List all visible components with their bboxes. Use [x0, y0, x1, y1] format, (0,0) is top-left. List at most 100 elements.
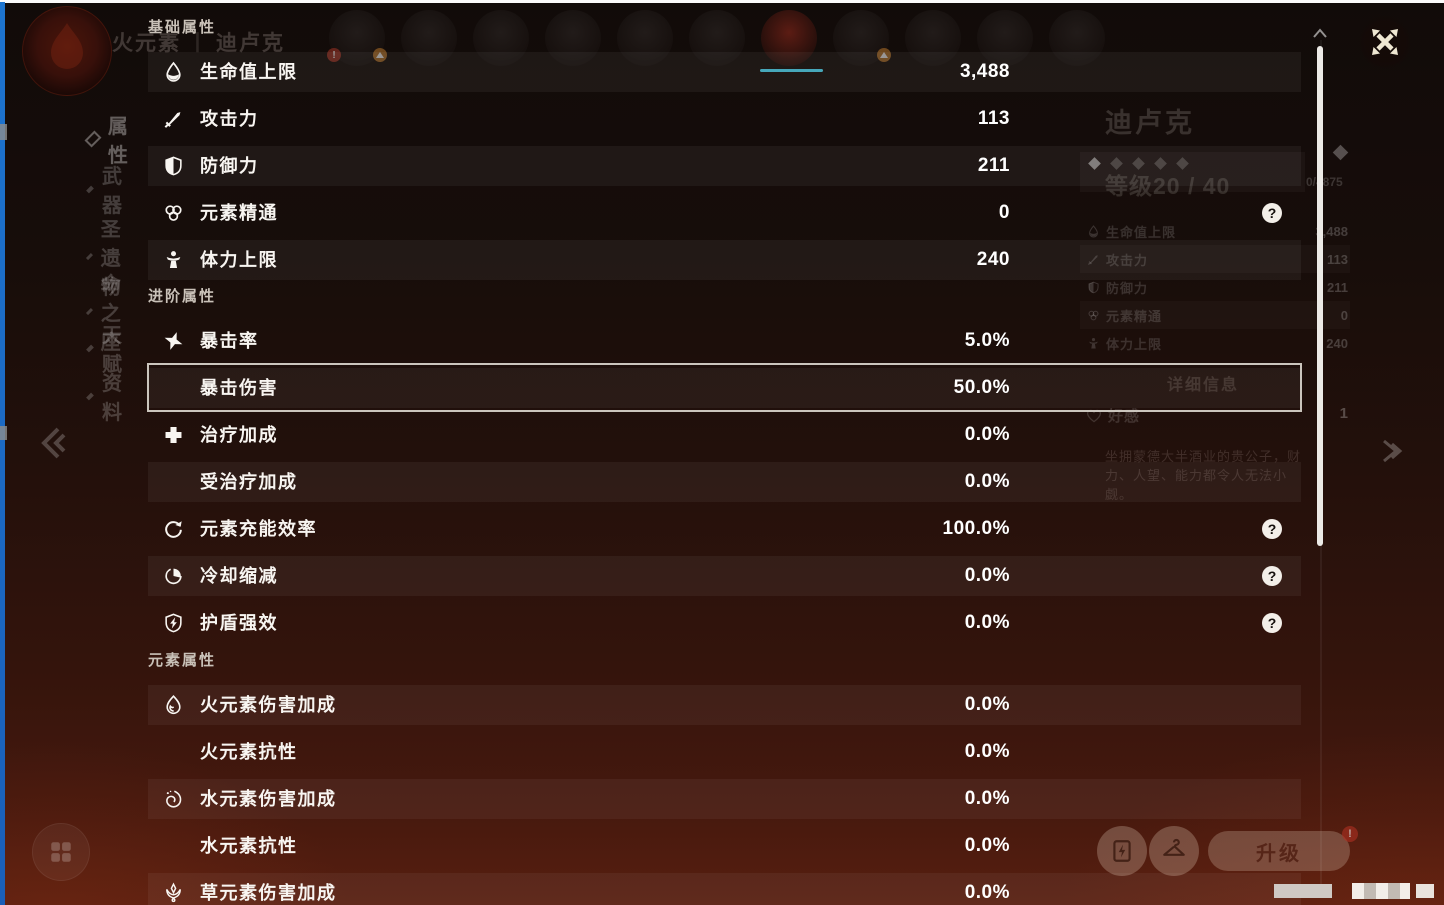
close-button[interactable]: [1357, 14, 1413, 70]
stat-row[interactable]: 攻击力 113: [148, 99, 1301, 139]
outfit-button[interactable]: [1149, 826, 1199, 876]
section-title: 基础属性: [148, 19, 217, 36]
character-level: 等级20 / 40: [1105, 173, 1231, 199]
sidebar-item-label: 天赋: [101, 325, 124, 376]
character-name: 迪卢克: [1105, 108, 1195, 138]
stat-value: 5.0%: [964, 330, 1010, 351]
summary-stat-value: 240: [1326, 335, 1348, 351]
stat-row[interactable]: 元素精通 0 ?: [148, 193, 1301, 233]
party-avatar[interactable]: [617, 10, 673, 66]
sidebar-item-4[interactable]: 命之座: [85, 268, 127, 355]
quick-enhance-button[interactable]: [1097, 826, 1147, 876]
sidebar-item-5[interactable]: 天赋: [86, 319, 127, 377]
stat-row[interactable]: 护盾强效 0.0% ?: [148, 603, 1301, 643]
stat-value: 0.0%: [964, 694, 1010, 715]
sidebar-item-label: 命之座: [100, 274, 123, 354]
upgrade-button[interactable]: 升级: [1208, 831, 1350, 871]
breadcrumb-separator: 丨: [187, 32, 210, 55]
sidebar-item-6[interactable]: 资料: [86, 367, 127, 425]
party-avatar[interactable]: !: [327, 10, 387, 66]
stat-row[interactable]: 治疗加成 0.0%: [148, 415, 1301, 455]
diamond-bullet-icon: [86, 185, 94, 193]
stat-row[interactable]: 水元素抗性 0.0%: [148, 826, 1301, 866]
stat-row-selected[interactable]: 暴击伤害 50.0%: [147, 363, 1302, 412]
stat-value: 3,488: [959, 61, 1010, 82]
details-button[interactable]: 详细信息: [1166, 377, 1239, 394]
summary-stat-label: 元素精通: [1106, 308, 1163, 324]
stat-label: 火元素抗性: [200, 742, 298, 762]
exp-counter: 0/4875: [1306, 175, 1343, 189]
party-avatar[interactable]: [977, 10, 1033, 66]
party-avatar[interactable]: [545, 10, 601, 66]
summary-stat-value: 3,488: [1315, 223, 1348, 239]
stat-row[interactable]: 暴击率 5.0%: [148, 321, 1301, 361]
diamond-bullet-icon: [85, 253, 93, 260]
stat-row[interactable]: 生命值上限 3,488: [148, 52, 1301, 92]
stat-value: 0.0%: [964, 741, 1010, 762]
stat-row[interactable]: 火元素抗性 0.0%: [148, 732, 1301, 772]
stat-row[interactable]: 火元素伤害加成 0.0%: [148, 685, 1301, 725]
stat-value: 240: [976, 249, 1010, 270]
stat-value: 113: [977, 108, 1010, 129]
party-avatar-selected[interactable]: [761, 10, 817, 66]
stat-row[interactable]: 草元素伤害加成 0.0%: [148, 873, 1301, 905]
stat-row[interactable]: 体力上限 240: [148, 240, 1301, 280]
stat-row[interactable]: 元素充能效率 100.0% ?: [148, 509, 1301, 549]
summary-stat-row: 生命值上限 3,488: [1080, 217, 1350, 245]
pyro-vision-emblem: [22, 6, 112, 96]
hanger-icon: [1163, 838, 1185, 856]
stat-row[interactable]: 防御力 211: [148, 146, 1301, 186]
ascend-badge: [373, 48, 387, 62]
party-avatar[interactable]: [473, 10, 529, 66]
exp-material-icon: [1332, 144, 1349, 161]
summary-stat-value: 0: [1340, 307, 1348, 323]
party-avatar[interactable]: [905, 10, 961, 66]
stat-value: 0.0%: [964, 788, 1010, 809]
back-chevron-icon[interactable]: [38, 425, 66, 461]
sidebar-item-3[interactable]: 圣遗物: [85, 213, 127, 300]
friendship-label: 好感: [1108, 408, 1141, 425]
scroll-up-arrow-icon[interactable]: [1313, 28, 1327, 38]
stat-label: 水元素伤害加成: [200, 789, 337, 809]
stat-label: 元素充能效率: [200, 519, 317, 539]
sidebar-item-1[interactable]: 属性: [84, 110, 134, 168]
summary-stat-row: 体力上限 240: [1080, 329, 1350, 357]
stat-label: 暴击伤害: [200, 378, 278, 398]
stat-row[interactable]: 受治疗加成 0.0%: [148, 462, 1301, 502]
stat-value: 100.0%: [942, 518, 1010, 539]
grid-menu-icon: [51, 842, 71, 862]
dendro-icon: [163, 882, 184, 904]
sidebar-item-label: 圣遗物: [100, 219, 123, 299]
window-top-border: [0, 0, 1444, 3]
party-setup-button[interactable]: [32, 823, 90, 881]
close-icon: [1372, 29, 1398, 55]
party-avatar[interactable]: [1049, 10, 1105, 66]
card-bolt-icon: [1113, 840, 1131, 862]
stat-label: 防御力: [200, 156, 259, 176]
summary-stat-label: 体力上限: [1106, 336, 1163, 352]
help-icon[interactable]: ?: [1262, 613, 1282, 633]
summary-stat-value: 211: [1327, 279, 1348, 295]
help-icon[interactable]: ?: [1262, 519, 1282, 539]
help-icon[interactable]: ?: [1262, 566, 1282, 586]
diamond-bullet-icon: [86, 392, 94, 400]
def-icon: [1087, 281, 1100, 294]
friendship-detail-arrow-icon[interactable]: [1380, 438, 1404, 464]
party-avatar[interactable]: [833, 10, 891, 66]
party-avatar[interactable]: [401, 10, 457, 66]
sidebar-item-2[interactable]: 武器: [86, 160, 127, 218]
def-icon: [163, 156, 184, 177]
party-avatar[interactable]: [689, 10, 745, 66]
stat-row[interactable]: 冷却缩减 0.0% ?: [148, 556, 1301, 596]
diamond-bullet-icon: [86, 344, 94, 352]
stat-label: 暴击率: [200, 331, 259, 351]
sidebar-item-label: 武器: [101, 166, 124, 217]
summary-stat-label: 生命值上限: [1106, 224, 1177, 240]
stat-row[interactable]: 水元素伤害加成 0.0%: [148, 779, 1301, 819]
friendship-row: 好感: [1086, 405, 1140, 426]
taskbar-edge: [0, 2, 5, 905]
summary-stat-label: 攻击力: [1106, 252, 1149, 268]
scrollbar-thumb[interactable]: [1317, 46, 1323, 546]
help-icon[interactable]: ?: [1262, 203, 1282, 223]
